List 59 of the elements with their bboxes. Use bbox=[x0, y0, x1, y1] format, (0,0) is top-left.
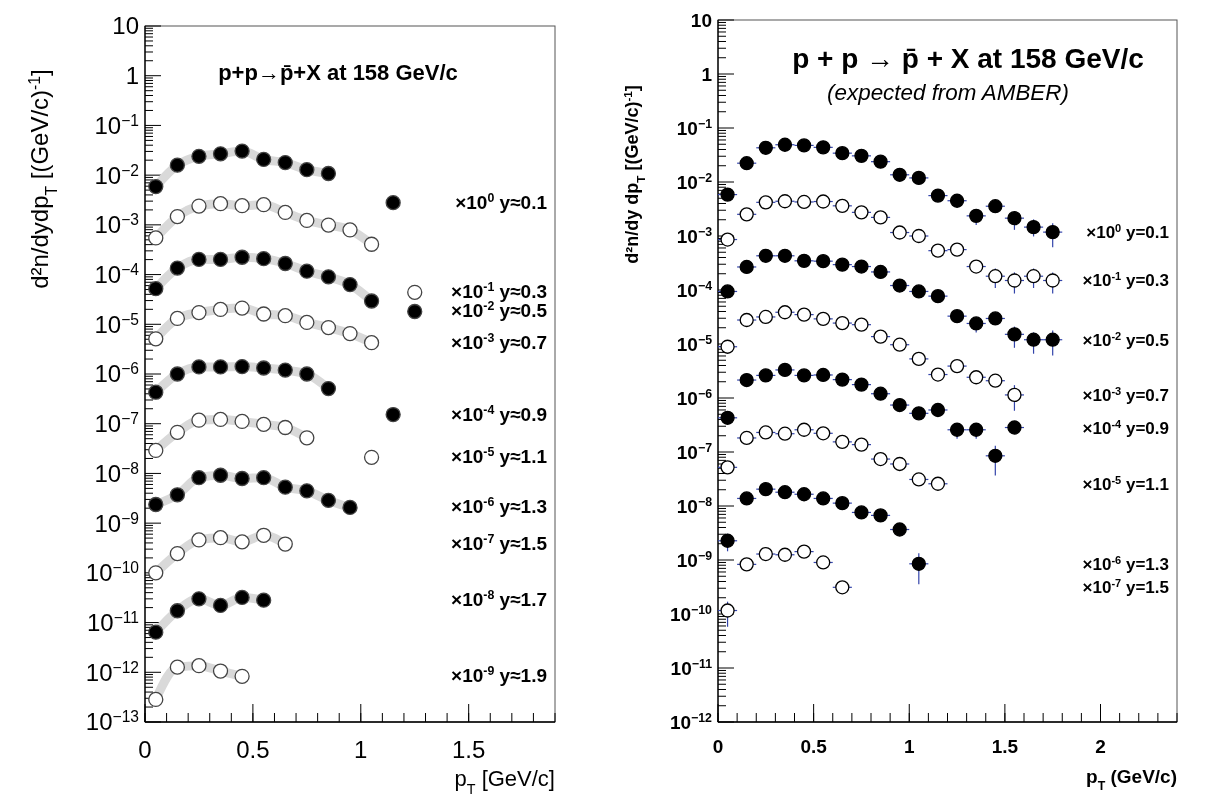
x-tick-label: 1.5 bbox=[991, 736, 1019, 757]
y-tick-label: 10$^{−12}$ bbox=[669, 710, 713, 733]
y-tick-label: 10$^{−12}$ bbox=[85, 658, 139, 686]
text: ×10$^{-6}$ y=1.3 bbox=[1082, 553, 1169, 574]
y-tick-label: 10$^{−9}$ bbox=[94, 509, 139, 537]
x-tick-label: 1.5 bbox=[452, 736, 486, 763]
text: p+p→p̄+X at 158 GeV/c bbox=[218, 60, 458, 85]
y-tick-label: 10$^{−13}$ bbox=[85, 707, 139, 736]
y-tick-label: 10$^{−6}$ bbox=[94, 359, 139, 388]
text: ×10$^{-5}$ y=1.1 bbox=[1082, 473, 1169, 494]
y-tick-label: 1 bbox=[701, 63, 713, 85]
y-tick-label: 10$^{−8}$ bbox=[94, 459, 139, 487]
y-tick-label: 10$^{−9}$ bbox=[676, 548, 713, 571]
y-tick-label: 10$^{−1}$ bbox=[676, 116, 713, 139]
x-tick-label: 2 bbox=[1095, 736, 1106, 757]
y-tick-label: 10$^{−11}$ bbox=[87, 608, 139, 636]
text: ×10$^{-4}$ y≈0.9 bbox=[451, 402, 547, 425]
y-tick-label: 10$^{−4}$ bbox=[676, 278, 713, 301]
x-axis-title: p$_{T}$ (GeV/c) bbox=[1086, 766, 1177, 793]
text: ×10$^{-6}$ y≈1.3 bbox=[451, 495, 547, 518]
text: ×10$^{-8}$ y≈1.7 bbox=[451, 588, 547, 611]
x-tick-label: 0 bbox=[138, 736, 152, 763]
text: ×10$^{-7}$ y≈1.5 bbox=[451, 532, 548, 555]
x-tick-label: 1 bbox=[354, 736, 368, 763]
series-label: ×10$^{-1}$ y=0.3 bbox=[1082, 270, 1169, 291]
y-tick-label: 10 bbox=[112, 12, 139, 40]
y-tick-label: 10$^{−5}$ bbox=[676, 332, 713, 355]
y-tick-label: 10$^{−10}$ bbox=[85, 558, 140, 587]
y-tick-label: 10$^{−3}$ bbox=[676, 224, 713, 247]
y-tick-label: 10$^{−7}$ bbox=[676, 440, 713, 463]
text: (expected from AMBER) bbox=[827, 80, 1069, 105]
y-tick-label: 10$^{−1}$ bbox=[94, 111, 139, 139]
y-tick-label: 10 bbox=[690, 9, 712, 31]
y-tick-label: 1 bbox=[125, 62, 139, 90]
x-tick-label: 0.5 bbox=[236, 736, 270, 763]
y-tick-label: 10$^{−3}$ bbox=[94, 210, 139, 239]
y-tick-label: 10$^{−6}$ bbox=[676, 386, 713, 409]
x-tick-label: 1 bbox=[903, 736, 915, 757]
x-tick-label: 0.5 bbox=[800, 736, 828, 757]
x-tick-label: 0 bbox=[712, 736, 724, 757]
text: ×10$^{0}$ y≈0.1 bbox=[455, 190, 548, 213]
text: ×10$^{-4}$ y=0.9 bbox=[1082, 417, 1169, 438]
text: ×10$^{-3}$ y=0.7 bbox=[1082, 384, 1169, 405]
text: p + p → p̄ + X at 158 GeV/c bbox=[792, 43, 1144, 74]
y-tick-label: 10$^{−2}$ bbox=[94, 161, 139, 189]
y-tick-label: 10$^{−10}$ bbox=[669, 602, 713, 625]
y-tick-label: 10$^{−5}$ bbox=[94, 310, 140, 338]
y-tick-label: 10$^{−4}$ bbox=[94, 260, 140, 288]
y-tick-label: 10$^{−8}$ bbox=[676, 494, 713, 517]
series-label: ×10$^{0}$ y=0.1 bbox=[1086, 222, 1169, 243]
y-tick-label: 10$^{−7}$ bbox=[94, 409, 139, 438]
y-tick-label: 10$^{−2}$ bbox=[676, 170, 713, 193]
text: ×10$^{-7}$ y=1.5 bbox=[1082, 577, 1169, 598]
text: ×10$^{-9}$ y≈1.9 bbox=[451, 664, 547, 687]
x-axis-title: p$_{T}$ [GeV/c] bbox=[454, 766, 555, 797]
text: ×10$^{-5}$ y≈1.1 bbox=[451, 445, 548, 468]
text: ×10$^{-3}$ y≈0.7 bbox=[451, 330, 547, 353]
series-label: ×10$^{-2}$ y=0.5 bbox=[1082, 329, 1169, 350]
y-tick-label: 10$^{−11}$ bbox=[670, 656, 713, 679]
